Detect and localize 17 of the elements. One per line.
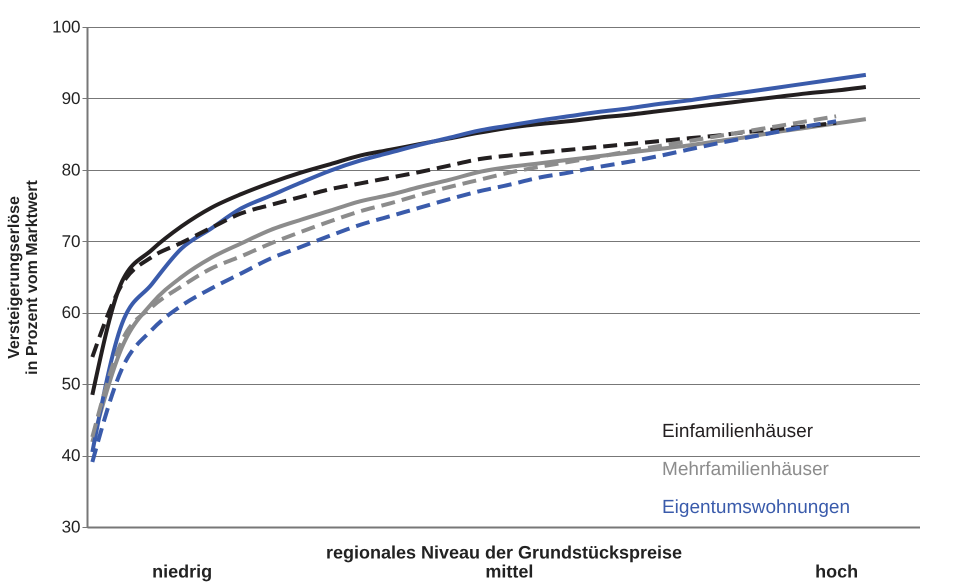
y-tick-label: 60 — [62, 303, 80, 322]
y-axis-title: Versteigerungserlöse in Prozent vom Marktwert — [6, 179, 42, 375]
x-tick-label: hoch — [815, 562, 858, 582]
y-tick-label: 40 — [62, 446, 80, 466]
text: Mehrfamilienhäuser — [662, 459, 830, 480]
y-tick-label: 30 — [62, 518, 80, 536]
y-tick-label: 100 — [52, 18, 80, 36]
y-tick-label: 90 — [62, 88, 80, 108]
y-tick-label: 70 — [62, 232, 80, 251]
x-tick-label: niedrig — [152, 562, 212, 582]
x-axis-title: regionales Niveau der Grundstückspreise — [326, 542, 682, 562]
x-tick-label: mittel — [485, 562, 534, 582]
y-tick-label: 80 — [62, 160, 80, 180]
y-tick-label: 50 — [62, 374, 80, 394]
text: Einfamilienhäuser — [662, 421, 814, 442]
text: Eigentumswohnungen — [662, 497, 850, 518]
line-series — [90, 85, 868, 397]
